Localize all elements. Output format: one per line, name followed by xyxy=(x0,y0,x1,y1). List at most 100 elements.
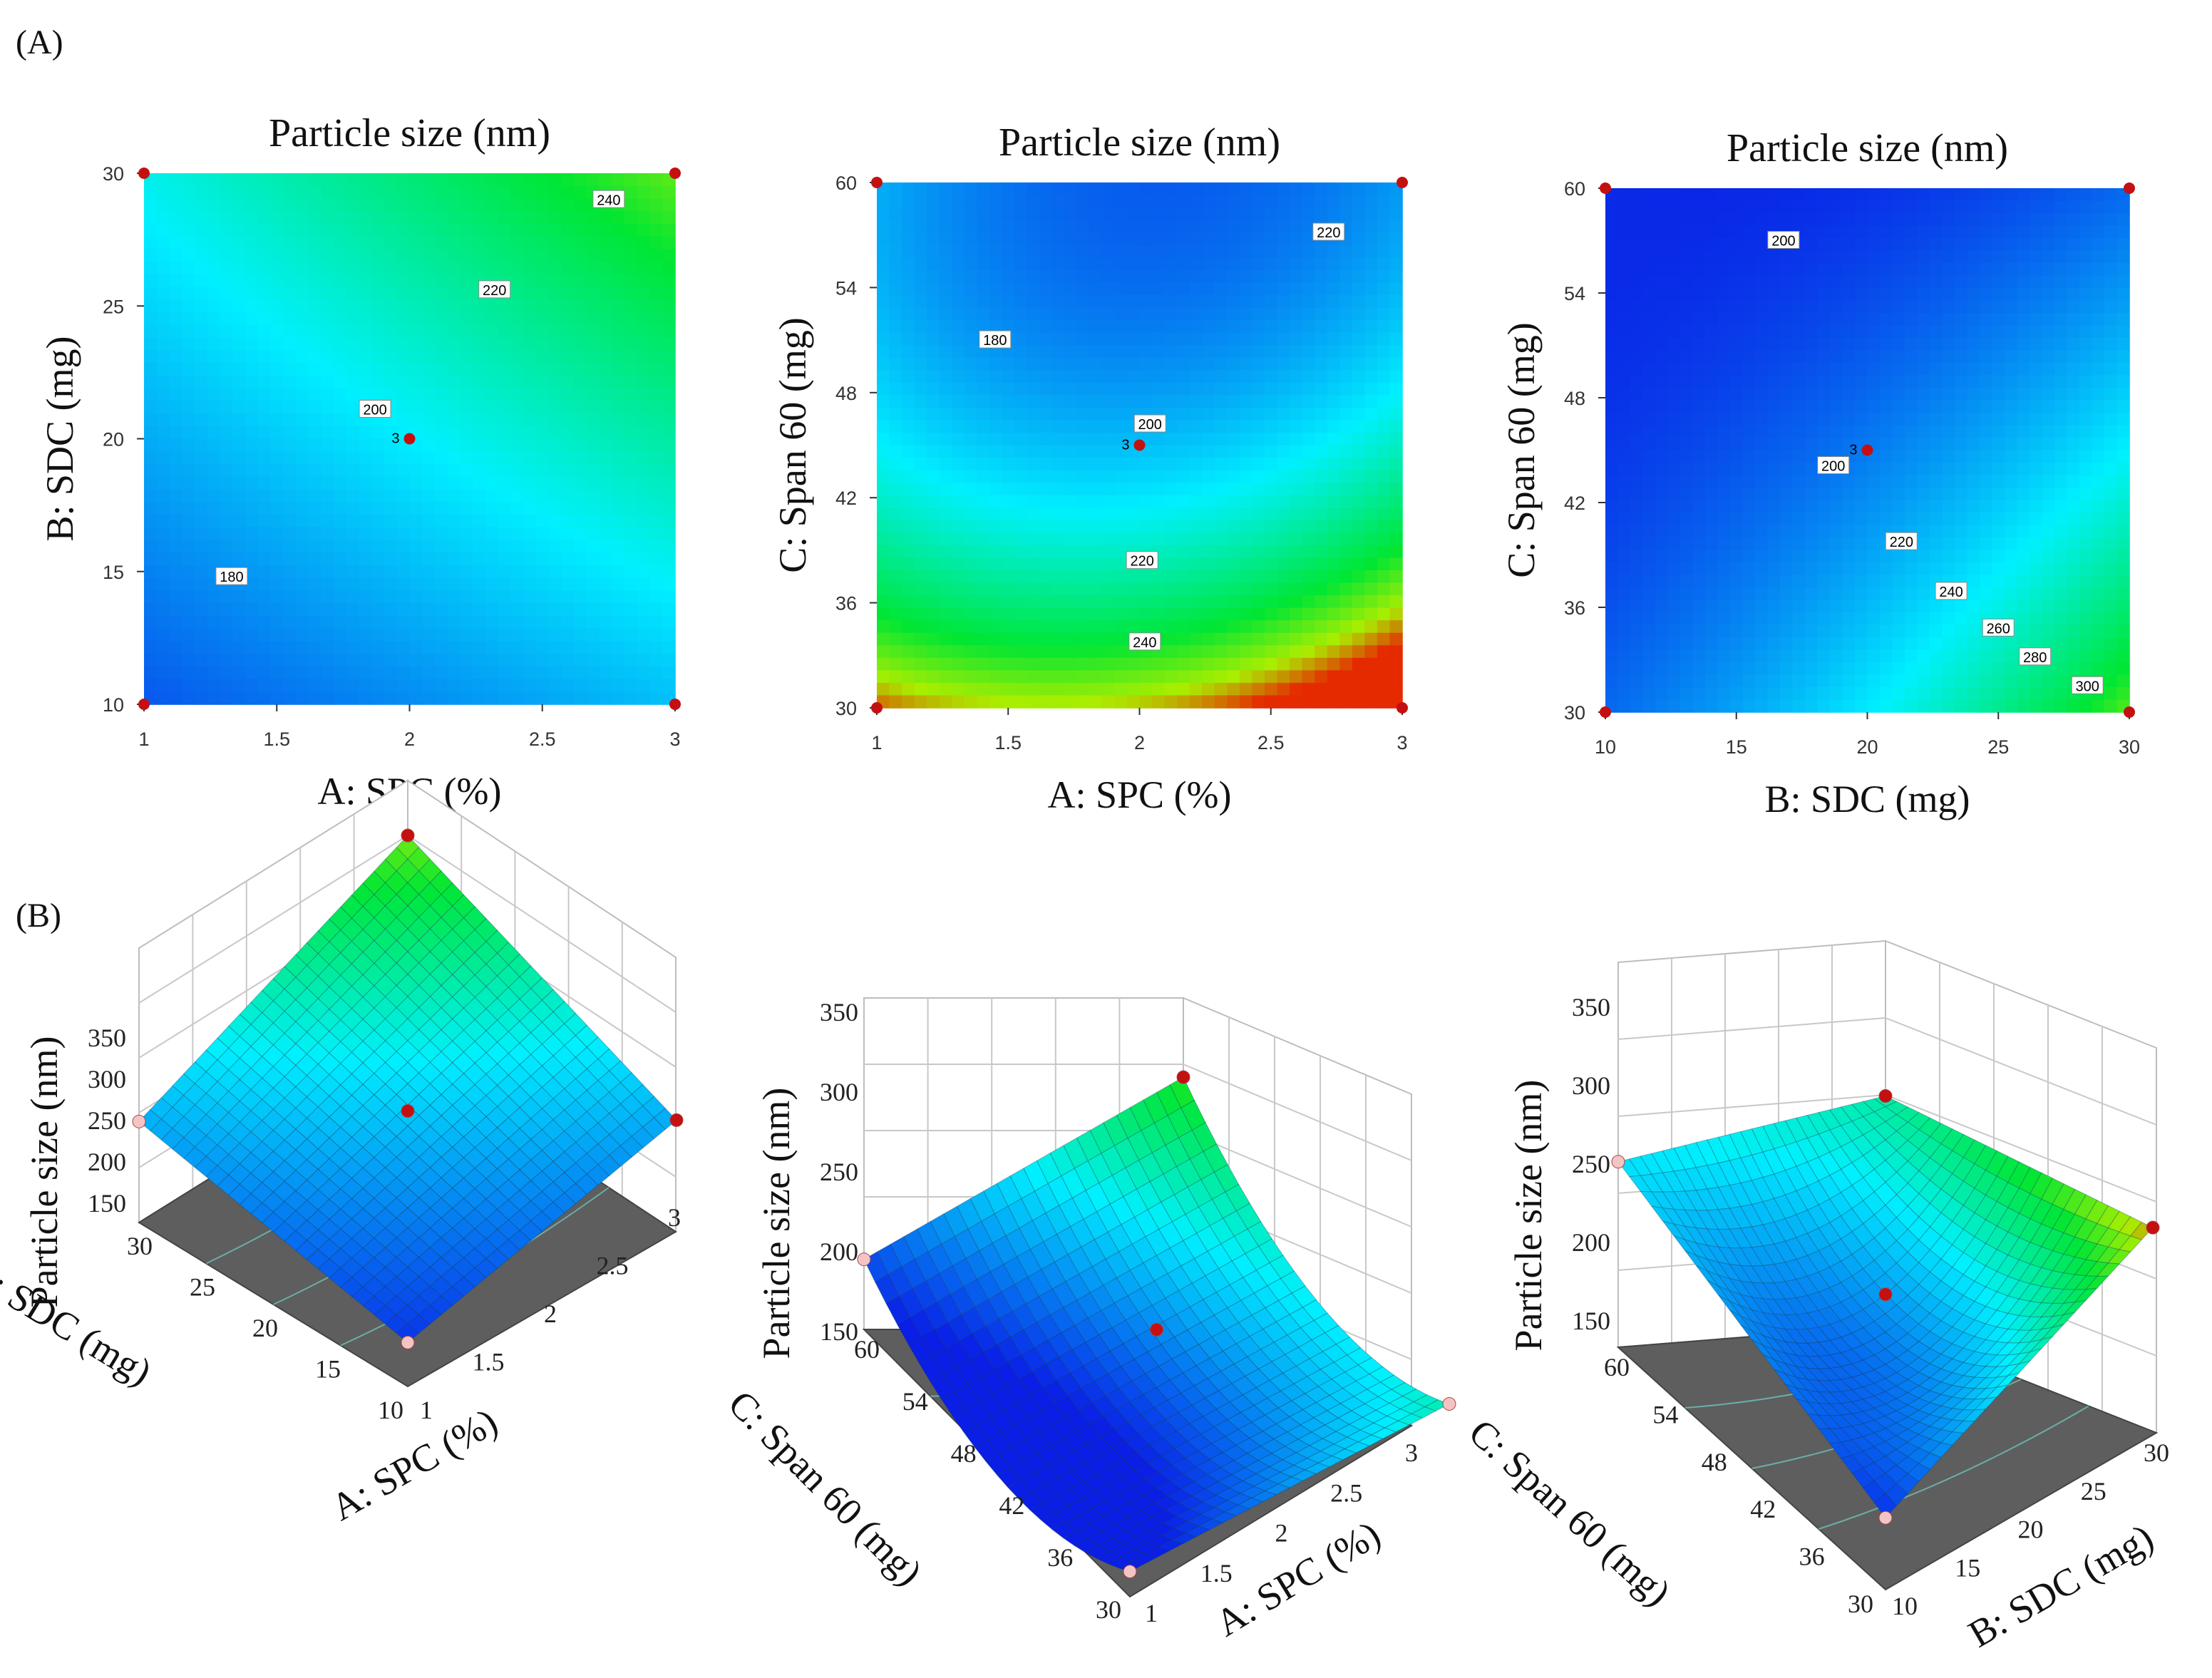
heat-cell xyxy=(1792,363,1806,376)
heat-cell xyxy=(308,577,322,592)
heat-cell xyxy=(1767,525,1781,538)
heat-cell xyxy=(1277,595,1290,609)
heat-cell xyxy=(473,577,486,592)
heat-cell xyxy=(989,232,1003,246)
heat-cell xyxy=(548,451,562,465)
heat-cell xyxy=(1315,357,1328,371)
heat-cell xyxy=(434,350,448,364)
heat-cell xyxy=(1942,450,1955,463)
heat-cell xyxy=(1630,587,1644,601)
heat-cell xyxy=(964,607,978,621)
heat-cell xyxy=(1126,320,1141,334)
heat-cell xyxy=(1842,513,1856,526)
heat-cell xyxy=(1327,520,1341,534)
heat-cell xyxy=(1867,363,1881,376)
heat-cell xyxy=(346,641,360,654)
heat-cell xyxy=(1655,375,1669,388)
heat-cell xyxy=(1630,363,1644,376)
heat-cell xyxy=(308,413,322,427)
heat-cell xyxy=(1202,257,1215,271)
heat-cell xyxy=(1389,657,1403,671)
heat-cell xyxy=(662,262,676,275)
heat-cell xyxy=(1202,570,1215,584)
heat-cell xyxy=(1002,508,1015,521)
heat-cell xyxy=(1742,624,1756,638)
heat-cell xyxy=(308,527,322,541)
heat-cell xyxy=(1930,300,1943,314)
heat-cell xyxy=(1389,232,1403,246)
heat-cell xyxy=(1389,345,1403,359)
heat-cell xyxy=(1252,695,1265,709)
heat-cell xyxy=(359,552,373,566)
heat-cell xyxy=(1992,325,2005,339)
heat-cell xyxy=(156,451,170,465)
heat-cell xyxy=(169,350,183,364)
heat-cell xyxy=(1114,220,1128,233)
heat-cell xyxy=(877,407,890,421)
heat-cell xyxy=(977,307,990,321)
heat-cell xyxy=(523,527,537,541)
heat-cell xyxy=(1114,545,1128,559)
heat-cell xyxy=(964,307,978,321)
heat-cell xyxy=(295,173,309,187)
heat-cell xyxy=(1780,275,1794,289)
heat-cell xyxy=(1252,307,1265,321)
heat-cell xyxy=(586,628,600,642)
heat-cell xyxy=(927,682,940,696)
heat-cell xyxy=(1705,575,1719,588)
heat-cell xyxy=(612,502,625,515)
heat-cell xyxy=(460,577,473,592)
heat-cell xyxy=(1064,407,1078,421)
heat-cell xyxy=(624,211,638,225)
heat-cell xyxy=(473,198,486,212)
heat-cell xyxy=(1767,637,1781,651)
heat-cell xyxy=(1214,294,1228,309)
heat-cell xyxy=(1855,687,1868,701)
heat-cell xyxy=(989,294,1003,309)
heat-cell xyxy=(144,666,158,680)
heat-cell xyxy=(156,173,170,187)
heat-cell xyxy=(989,520,1003,534)
heat-cell xyxy=(1027,458,1040,471)
heat-cell xyxy=(232,173,246,187)
heat-cell xyxy=(989,307,1003,321)
heat-cell xyxy=(1805,537,1819,551)
heat-cell xyxy=(245,438,259,453)
heat-cell xyxy=(498,350,512,364)
heat-cell xyxy=(220,603,233,617)
heat-cell xyxy=(1780,438,1794,451)
heat-cell xyxy=(182,401,195,414)
heat-cell xyxy=(1705,525,1719,538)
heat-cell xyxy=(1389,320,1403,334)
heat-cell xyxy=(1942,200,1955,214)
heat-cell xyxy=(434,577,448,592)
heat-cell xyxy=(460,287,473,301)
heat-cell xyxy=(574,489,587,503)
heat-cell xyxy=(952,232,965,246)
heat-cell xyxy=(1680,250,1694,264)
heat-cell xyxy=(220,337,233,351)
heat-cell xyxy=(169,489,183,503)
heat-cell xyxy=(1152,483,1166,496)
heat-cell xyxy=(1930,225,1943,239)
heat-cell xyxy=(232,502,246,515)
heat-cell xyxy=(902,657,915,671)
heat-cell xyxy=(1126,257,1141,271)
heat-cell xyxy=(927,395,940,408)
heat-cell xyxy=(1302,345,1315,359)
heat-cell xyxy=(1051,320,1066,334)
heat-cell xyxy=(1139,670,1153,684)
heat-cell xyxy=(1617,413,1631,426)
heat-cell xyxy=(409,451,423,465)
heat-cell xyxy=(1805,662,1819,676)
contour-label-box xyxy=(979,330,1012,349)
heat-cell xyxy=(889,682,902,696)
heat-cell xyxy=(1164,582,1178,596)
heat-cell xyxy=(1377,670,1391,684)
heat-cell xyxy=(1780,450,1794,463)
heat-cell xyxy=(1692,525,1706,538)
heat-cell xyxy=(270,262,284,275)
heat-cell xyxy=(384,223,398,237)
heat-cell xyxy=(295,565,309,579)
heat-cell xyxy=(1252,269,1265,284)
